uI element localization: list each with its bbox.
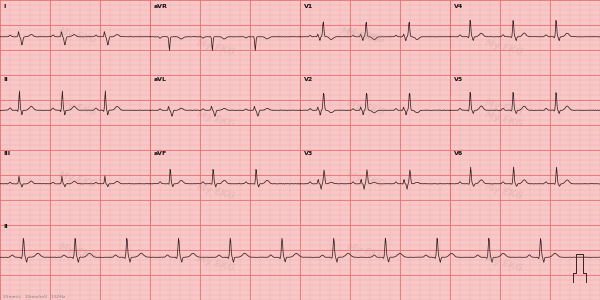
Text: II: II [4,77,8,82]
Text: aVR: aVR [154,4,167,9]
Text: V6: V6 [454,151,463,156]
Text: My EKG: My EKG [484,255,524,273]
Text: II: II [4,224,8,229]
Text: My EKG: My EKG [58,27,98,45]
Text: My EKG: My EKG [196,183,236,201]
Text: V1: V1 [304,4,313,9]
Text: My EKG: My EKG [196,39,236,57]
Text: aVF: aVF [154,151,167,156]
Text: My EKG: My EKG [340,27,380,45]
Text: My EKG: My EKG [346,171,386,189]
Text: My EKG: My EKG [346,27,386,45]
Text: I: I [4,4,6,9]
Text: My EKG: My EKG [58,99,98,117]
Text: My EKG: My EKG [196,111,236,129]
Text: My EKG: My EKG [196,255,236,273]
Text: My EKG: My EKG [346,99,386,117]
Text: My EKG: My EKG [346,243,386,261]
Text: My EKG: My EKG [58,171,98,189]
Text: aVL: aVL [154,77,167,82]
Text: My EKG: My EKG [484,99,524,117]
Text: V4: V4 [454,4,463,9]
Text: 25mm/s   10mm/mV   150Hz: 25mm/s 10mm/mV 150Hz [3,295,65,298]
Text: My EKG: My EKG [484,39,524,57]
Text: III: III [4,151,11,156]
Text: V5: V5 [454,77,463,82]
Text: V3: V3 [304,151,313,156]
Text: My EKG: My EKG [484,111,524,129]
Text: My EKG: My EKG [58,243,98,261]
Text: My EKG: My EKG [484,183,524,201]
Text: V2: V2 [304,77,313,82]
